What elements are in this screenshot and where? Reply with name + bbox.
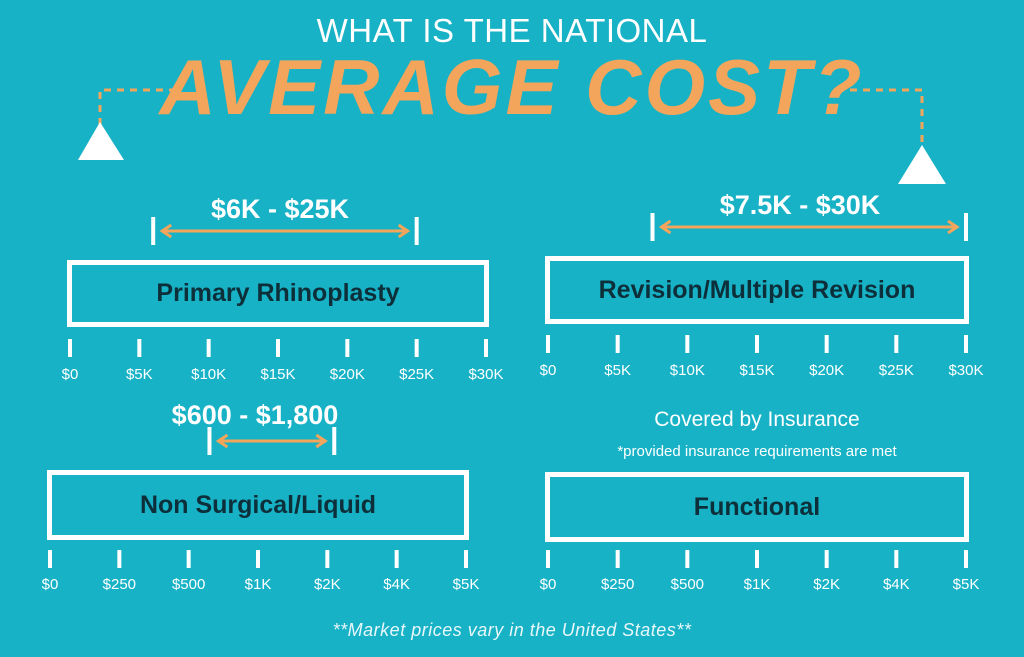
primary-range-arrow-right <box>397 223 411 239</box>
primary-tick-label: $30K <box>468 366 504 383</box>
functional-box: Functional <box>545 472 969 542</box>
insurance-note: Covered by Insurance <box>654 408 860 431</box>
scale-left-arm <box>98 88 175 125</box>
primary-tick-label: $0 <box>61 366 79 383</box>
primary-tick-label: $5K <box>125 366 153 383</box>
primary-range-label: $6K - $25K <box>210 194 350 224</box>
scale-left-weight <box>78 122 124 160</box>
functional-tick-label: $2K <box>813 576 840 593</box>
revision-tick-label: $0 <box>539 362 557 379</box>
revision-box: Revision/Multiple Revision <box>545 256 969 324</box>
header-subtitle: WHAT IS THE NATIONAL <box>316 12 708 49</box>
nonsurgical-tick-label: $4K <box>383 576 410 593</box>
nonsurgical-tick-label: $250 <box>102 576 137 593</box>
primary-rhinoplasty-box: Primary Rhinoplasty <box>67 260 489 327</box>
revision-tick-label: $5K <box>604 362 631 379</box>
primary-tick-label: $10K <box>191 366 227 383</box>
functional-tick-label: $0 <box>539 576 557 593</box>
header-title: AVERAGE COST? <box>159 43 865 131</box>
revision-tick-label: $10K <box>669 362 705 379</box>
primary-rhinoplasty-label: Primary Rhinoplasty <box>156 279 400 307</box>
nonsurgical-range-label: $600 - $1,800 <box>171 400 339 430</box>
nonsurgical-tick-label: $2K <box>313 576 341 593</box>
nonsurgical-range-arrow-left <box>215 433 229 449</box>
revision-range-arrow-left <box>658 219 672 235</box>
nonsurgical-tick-label: $500 <box>171 576 206 593</box>
functional-tick-label: $1K <box>743 576 771 593</box>
functional-label: Functional <box>693 492 821 521</box>
revision-tick-label: $25K <box>878 362 914 379</box>
scale-right-arm <box>850 88 924 148</box>
functional-tick-label: $500 <box>670 576 705 593</box>
revision-tick-label: $15K <box>739 362 775 379</box>
primary-tick-label: $20K <box>329 366 365 383</box>
functional-tick-label: $4K <box>882 576 910 593</box>
insurance-subnote: *provided insurance requirements are met <box>617 443 897 460</box>
revision-tick-label: $30K <box>948 362 984 379</box>
functional-tick-label: $250 <box>600 576 635 593</box>
revision-tick-label: $20K <box>809 362 845 379</box>
revision-range-label: $7.5K - $30K <box>719 190 881 220</box>
footer-note: **Market prices vary in the United State… <box>332 620 692 640</box>
scale-right-weight <box>898 145 946 184</box>
revision-range-arrow-right <box>947 219 960 235</box>
nonsurgical-tick-label: $0 <box>41 576 59 593</box>
primary-tick-label: $15K <box>260 366 296 383</box>
revision-label: Revision/Multiple Revision <box>598 275 916 304</box>
nonsurgical-tick-label: $5K <box>452 576 480 593</box>
nonsurgical-box: Non Surgical/Liquid <box>47 470 469 540</box>
functional-tick-label: $5K <box>952 576 980 593</box>
nonsurgical-tick-label: $1K <box>244 576 272 593</box>
nonsurgical-label: Non Surgical/Liquid <box>139 490 377 519</box>
nonsurgical-range-arrow-right <box>315 433 328 449</box>
primary-tick-label: $25K <box>399 366 435 383</box>
primary-range-arrow-left <box>159 223 173 239</box>
